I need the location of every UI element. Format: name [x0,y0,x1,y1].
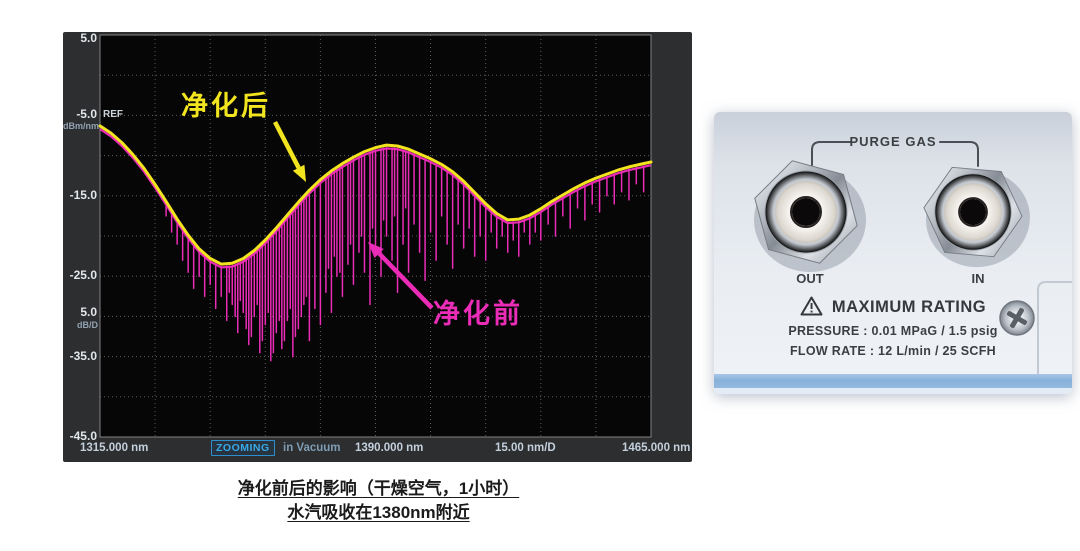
ref-label: REF [103,109,123,120]
y-scale-unit-label: dB/D [77,320,98,330]
purge-gas-bracket [811,141,979,167]
y-tick-label: -45.0 [69,429,97,443]
after-purge-annotation: 净化后 [181,91,271,121]
purge-out-port [754,160,866,272]
spectrum-chart [98,34,653,438]
panel-blue-strip [714,374,1072,388]
medium-label: in Vacuum [283,442,341,454]
panel-screw [999,300,1035,336]
zooming-button[interactable]: ZOOMING [211,440,275,456]
caption: 净化前后的影响（干燥空气，1小时） 水汽吸收在1380nm附近 [63,477,694,525]
y-tick-label: 5.0 [80,31,97,45]
before-purge-annotation: 净化前 [433,299,523,329]
y-tick-label: -25.0 [69,268,97,282]
y-tick-label: -5.0 [76,107,97,121]
flow-rate-label: FLOW RATE : 12 L/min / 25 SCFH [789,344,996,358]
y-tick-label: -15.0 [69,188,97,202]
amplitude-unit-label: dBm/nm [63,121,99,131]
max-rating-label: MAXIMUM RATING [831,298,987,316]
osa-screen-panel: 5.0 -5.0 REF dBm/nm -15.0 -25.0 5.0 dB/D… [63,32,692,462]
out-port-label: OUT [796,271,824,286]
pressure-rating-label: PRESSURE : 0.01 MPaG / 1.5 psig [788,324,998,338]
caption-line-2: 水汽吸收在1380nm附近 [287,503,470,522]
x-span-label: 15.00 nm/D [495,442,556,454]
purge-gas-connectors [754,141,1072,374]
purge-in-port [923,166,1030,268]
panel-seam [1037,281,1072,374]
panel-bottom-edge [714,388,1072,394]
y-scale-value: 5.0 [80,305,97,319]
purge-gas-photo: PURGE GAS OUT IN MAXIMUM RATING PRESSURE… [714,112,1072,394]
maximum-rating-row: MAXIMUM RATING [714,296,1072,317]
caption-line-1: 净化前后的影响（干燥空气，1小时） [237,479,520,498]
x-center-label: 1390.000 nm [355,442,424,454]
x-start-label: 1315.000 nm [80,442,149,454]
x-stop-label: 1465.000 nm [622,442,691,454]
purge-gas-label: PURGE GAS [849,134,937,149]
y-tick-label: -35.0 [69,349,97,363]
warning-triangle-icon [800,296,823,316]
in-port-label: IN [971,271,985,286]
